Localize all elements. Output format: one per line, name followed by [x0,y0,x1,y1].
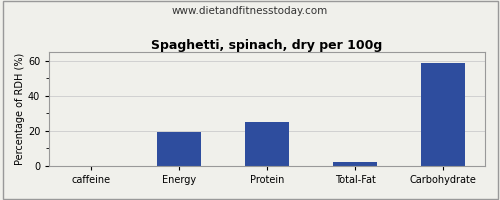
Bar [421,63,465,166]
Bar [157,132,201,166]
Bar [333,162,377,166]
Y-axis label: Percentage of RDH (%): Percentage of RDH (%) [15,53,25,165]
Title: Spaghetti, spinach, dry per 100g: Spaghetti, spinach, dry per 100g [152,39,382,52]
Bar [245,122,289,166]
Text: www.dietandfitnesstoday.com: www.dietandfitnesstoday.com [172,6,328,16]
